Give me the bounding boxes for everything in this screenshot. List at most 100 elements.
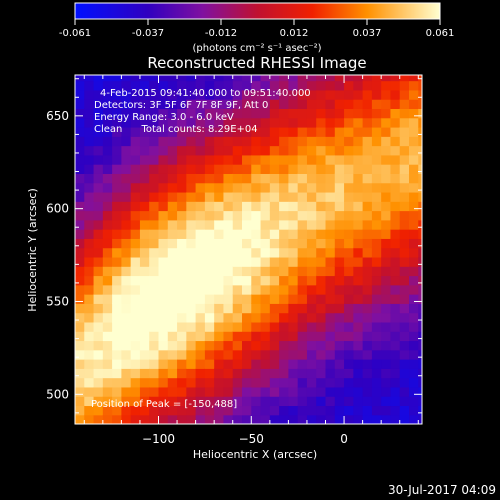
- heatmap-cell: [409, 75, 419, 82]
- heatmap-cell: [371, 256, 382, 267]
- heatmap-cell: [251, 294, 262, 304]
- heatmap-cell: [409, 405, 419, 416]
- heatmap-cell: [214, 108, 225, 119]
- heatmap-cell: [130, 75, 141, 82]
- heatmap-cell: [158, 191, 169, 202]
- heatmap-cell: [186, 75, 197, 82]
- heatmap-cell: [167, 359, 178, 369]
- heatmap-cell: [399, 219, 410, 230]
- heatmap-cell: [186, 349, 197, 360]
- heatmap-cell: [409, 89, 419, 100]
- heatmap-cell: [288, 164, 299, 174]
- heatmap-cell: [204, 191, 215, 202]
- heatmap-cell: [149, 284, 160, 295]
- heatmap-cell: [102, 164, 113, 174]
- heatmap-cell: [195, 117, 206, 128]
- heatmap-cell: [204, 145, 215, 156]
- heatmap-cell: [130, 219, 141, 230]
- heatmap-cell: [399, 154, 410, 165]
- heatmap-cell: [130, 238, 141, 249]
- heatmap-cell: [186, 219, 197, 230]
- heatmap-cell: [334, 359, 345, 369]
- heatmap-cell: [214, 80, 225, 91]
- heatmap-cell: [177, 405, 187, 416]
- heatmap-cell: [167, 414, 178, 424]
- heatmap-cell: [204, 396, 215, 407]
- heatmap-cell: [325, 349, 336, 360]
- heatmap-cell: [409, 266, 419, 277]
- plot-frame: [74, 74, 423, 425]
- heatmap-cell: [325, 173, 336, 184]
- heatmap-cell: [186, 275, 197, 286]
- heatmap-cell: [251, 312, 262, 323]
- heatmap-cell: [371, 359, 382, 369]
- heatmap-cell: [279, 256, 289, 267]
- heatmap-cell: [158, 247, 169, 258]
- heatmap-cell: [316, 229, 327, 239]
- heatmap-cell: [279, 331, 289, 342]
- heatmap-cell: [399, 312, 410, 323]
- heatmap-cell: [344, 275, 354, 286]
- heatmap-cell: [390, 89, 401, 100]
- heatmap-cell: [251, 182, 262, 193]
- heatmap-cell: [195, 191, 206, 202]
- heatmap-cell: [167, 108, 178, 119]
- heatmap-cell: [102, 117, 113, 128]
- heatmap-cell: [288, 368, 299, 379]
- heatmap-cell: [242, 154, 252, 165]
- heatmap-cell: [353, 377, 364, 388]
- heatmap-cell: [418, 349, 422, 360]
- heatmap-cell: [288, 117, 299, 128]
- heatmap-cell: [149, 247, 160, 258]
- heatmap-cell: [195, 136, 206, 147]
- heatmap-cell: [223, 229, 234, 239]
- heatmap-cell: [75, 191, 85, 202]
- heatmap-cell: [334, 238, 345, 249]
- heatmap-cell: [130, 191, 141, 202]
- heatmap-cell: [93, 173, 104, 184]
- heatmap-cell: [353, 256, 364, 267]
- heatmap-cell: [418, 396, 422, 407]
- heatmap-cell: [102, 368, 113, 379]
- heatmap-cell: [260, 89, 271, 100]
- heatmap-cell: [130, 80, 141, 91]
- heatmap-cell: [251, 386, 262, 397]
- heatmap-cell: [84, 349, 95, 360]
- heatmap-cell: [223, 294, 234, 304]
- heatmap-cell: [204, 340, 215, 351]
- heatmap-cell: [232, 117, 243, 128]
- heatmap-cell: [149, 229, 160, 239]
- heatmap-cell: [306, 321, 317, 332]
- heatmap-cell: [139, 136, 150, 147]
- heatmap-cell: [334, 303, 345, 314]
- heatmap-cell: [177, 368, 187, 379]
- heatmap-cell: [334, 256, 345, 267]
- heatmap-cell: [260, 359, 271, 369]
- heatmap-cell: [381, 80, 392, 91]
- heatmap-cell: [362, 99, 373, 110]
- heatmap-cell: [139, 126, 150, 137]
- heatmap-cell: [214, 219, 225, 230]
- heatmap-cell: [260, 219, 271, 230]
- heatmap-cell: [177, 182, 187, 193]
- heatmap-cell: [269, 201, 280, 212]
- heatmap-cell: [279, 145, 289, 156]
- heatmap-cell: [409, 99, 419, 110]
- colorbar: -0.061 -0.037 -0.012 0.012 0.037 0.061 (photo…: [59, 2, 454, 54]
- heatmap-cell: [158, 303, 169, 314]
- heatmap-cell: [242, 136, 252, 147]
- heatmap-cell: [418, 136, 422, 147]
- heatmap-cell: [251, 396, 262, 407]
- heatmap-cell: [399, 117, 410, 128]
- heatmap-cell: [158, 238, 169, 249]
- heatmap-cell: [288, 266, 299, 277]
- heatmap-cell: [223, 117, 234, 128]
- heatmap-cell: [93, 340, 104, 351]
- heatmap-cell: [130, 256, 141, 267]
- heatmap-cell: [158, 75, 169, 82]
- heatmap-cell: [121, 396, 132, 407]
- heatmap-cell: [130, 154, 141, 165]
- heatmap-cell: [177, 303, 187, 314]
- heatmap-cell: [409, 340, 419, 351]
